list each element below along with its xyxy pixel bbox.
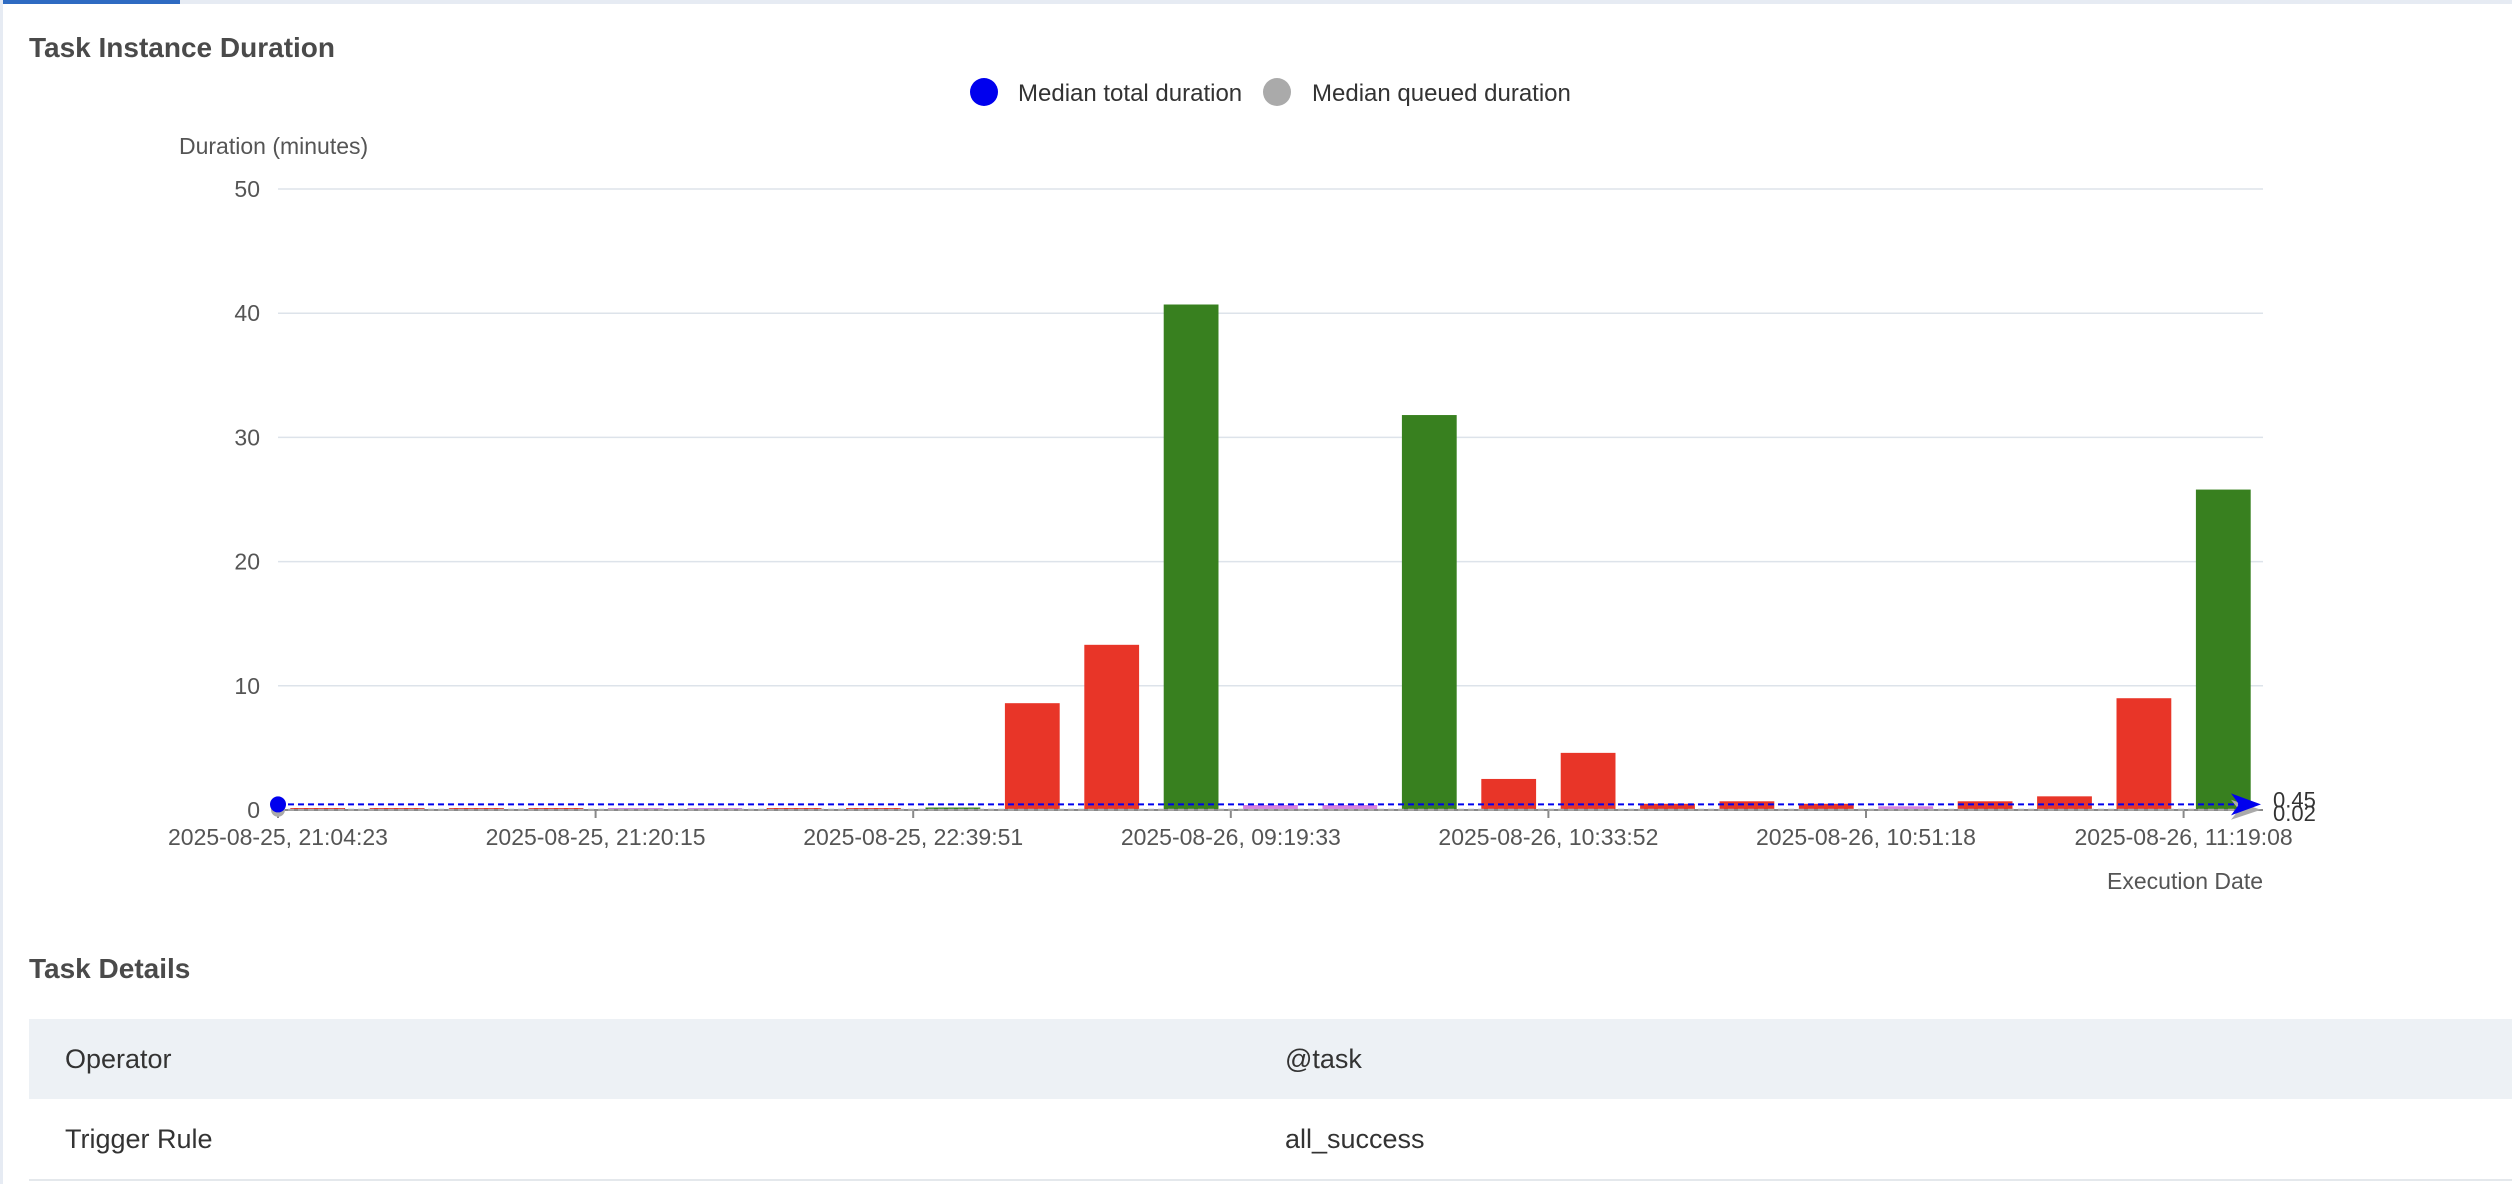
bar[interactable] bbox=[1163, 304, 1219, 810]
median-total-arrow bbox=[2231, 793, 2261, 816]
median-lines: 0.020.45 bbox=[270, 787, 2316, 826]
median-total-value: 0.45 bbox=[2273, 787, 2316, 812]
bar[interactable] bbox=[1640, 803, 1695, 810]
x-tick-label: 2025-08-26, 11:19:08 bbox=[2074, 824, 2292, 850]
axes: 0 10 20 30 40 50 2025-08-25, 21:04:23 2025-08-2… bbox=[168, 176, 2293, 850]
bar[interactable] bbox=[2037, 796, 2092, 810]
median-total-start-marker bbox=[270, 796, 286, 813]
legend-label: Median queued duration bbox=[1312, 80, 1571, 107]
bar[interactable] bbox=[1401, 415, 1457, 810]
bar[interactable] bbox=[1957, 801, 2013, 810]
top-tab-bar bbox=[0, 0, 2512, 4]
grid-lines bbox=[278, 188, 2263, 811]
bar[interactable] bbox=[2116, 698, 2172, 810]
y-tick-label: 30 bbox=[234, 424, 260, 450]
legend: Median total duration Median queued dura… bbox=[970, 78, 1571, 107]
task-details-table: Operator @task Trigger Rule all_success bbox=[29, 1019, 2512, 1181]
legend-label: Median total duration bbox=[1018, 80, 1242, 107]
bar[interactable] bbox=[1004, 703, 1060, 810]
detail-value: @task bbox=[1285, 1043, 1362, 1074]
legend-item-median-total[interactable]: Median total duration bbox=[970, 78, 1242, 107]
bar[interactable] bbox=[1243, 805, 1298, 810]
legend-marker bbox=[970, 78, 998, 106]
detail-row-operator: Operator @task bbox=[29, 1019, 2512, 1099]
bar[interactable] bbox=[2195, 489, 2251, 810]
y-tick-label: 40 bbox=[234, 300, 260, 326]
bars bbox=[290, 304, 2251, 810]
y-tick-label: 10 bbox=[234, 673, 260, 699]
legend-marker bbox=[1263, 78, 1291, 106]
duration-chart: 0 10 20 30 40 50 2025-08-25, 21:04:23 2025-08-2… bbox=[168, 78, 2316, 894]
y-tick-label: 20 bbox=[234, 549, 260, 575]
bar[interactable] bbox=[1878, 806, 1934, 810]
detail-key: Trigger Rule bbox=[65, 1123, 213, 1154]
bar[interactable] bbox=[1719, 801, 1775, 810]
bar[interactable] bbox=[1084, 644, 1140, 810]
x-tick-label: 2025-08-26, 09:19:33 bbox=[1121, 824, 1341, 850]
bar[interactable] bbox=[1322, 805, 1378, 810]
bar[interactable] bbox=[1798, 803, 1854, 810]
x-tick-label: 2025-08-26, 10:33:52 bbox=[1438, 824, 1658, 850]
x-tick-label: 2025-08-25, 21:20:15 bbox=[486, 824, 706, 850]
active-tab-indicator[interactable] bbox=[0, 0, 180, 4]
left-border bbox=[0, 0, 3, 1184]
detail-value: all_success bbox=[1285, 1123, 1425, 1154]
x-tick-label: 2025-08-25, 21:04:23 bbox=[168, 824, 388, 850]
median-queued-value: 0.02 bbox=[2273, 801, 2316, 826]
x-tick-label: 2025-08-26, 10:51:18 bbox=[1756, 824, 1976, 850]
detail-key: Operator bbox=[65, 1043, 172, 1074]
bar[interactable] bbox=[1560, 752, 1616, 810]
legend-item-median-queued[interactable]: Median queued duration bbox=[1263, 78, 1571, 107]
chart-section-title: Task Instance Duration bbox=[29, 32, 336, 63]
y-tick-label: 50 bbox=[234, 176, 260, 202]
details-section-title: Task Details bbox=[29, 953, 191, 984]
detail-row-trigger-rule: Trigger Rule all_success bbox=[29, 1099, 2512, 1181]
y-tick-label: 0 bbox=[247, 797, 260, 823]
x-tick-label: 2025-08-25, 22:39:51 bbox=[803, 824, 1023, 850]
x-axis-title: Execution Date bbox=[2107, 868, 2263, 894]
y-axis-title: Duration (minutes) bbox=[179, 133, 368, 159]
